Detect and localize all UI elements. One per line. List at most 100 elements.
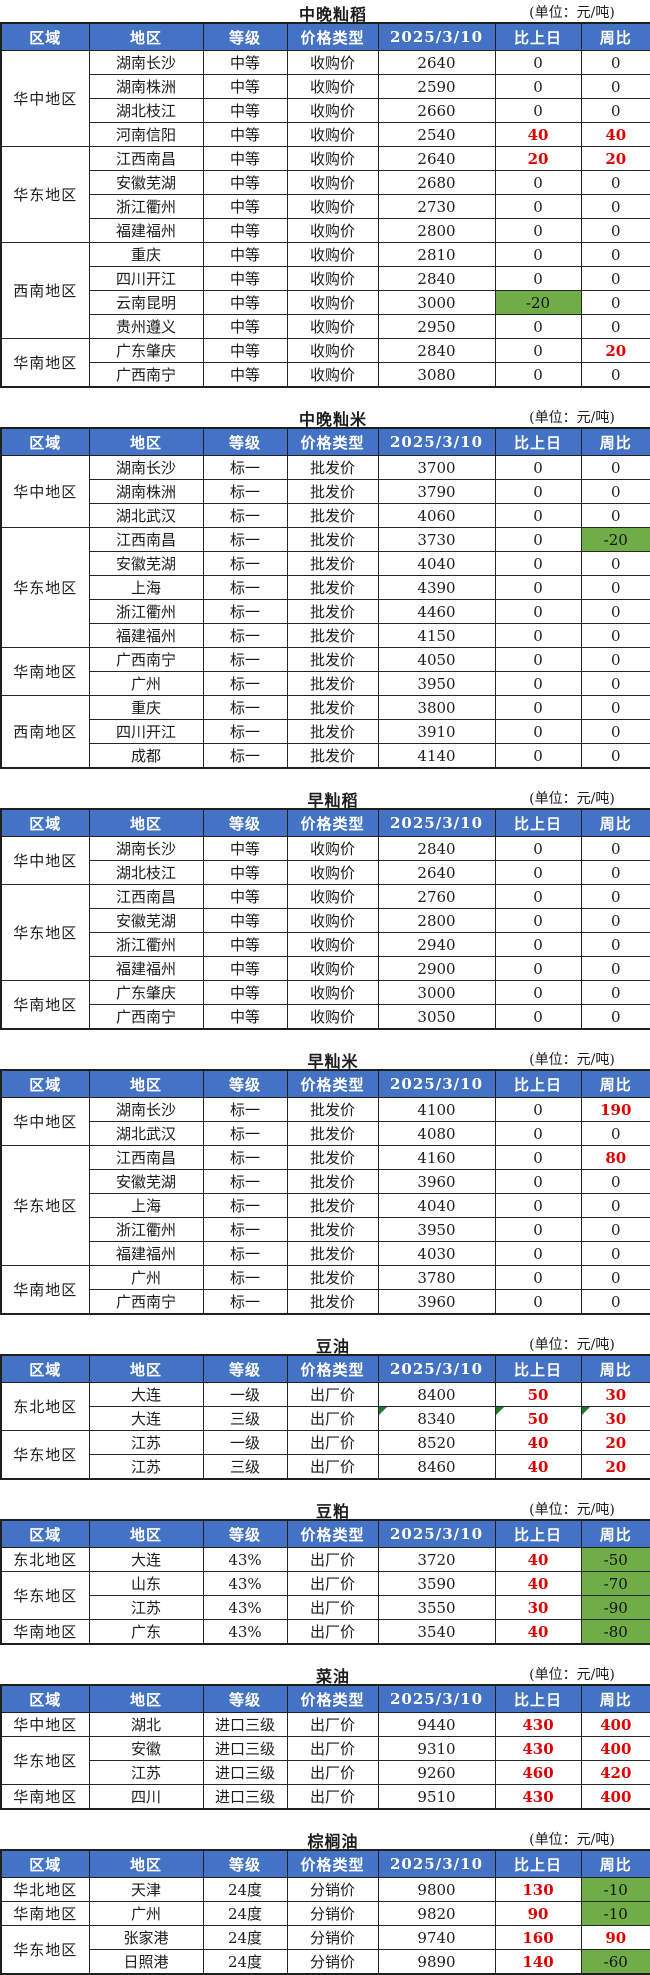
- region-cell: 华中地区: [0, 455, 90, 528]
- grade-cell: 43%: [202, 1547, 288, 1572]
- col-header-date: 2025/3/10: [377, 808, 496, 837]
- table-title-row: 棕榈油 (单位：元/吨): [0, 1827, 650, 1851]
- area-cell: 江苏: [88, 1760, 204, 1785]
- grade-cell: 标一: [202, 479, 288, 504]
- area-cell: 广东肇庆: [88, 980, 204, 1005]
- table-row: 日照港 24度 分销价 9890 140 -60: [1, 1949, 650, 1975]
- price-type-cell: 收购价: [286, 50, 379, 75]
- header-row: 区域 地区 等级 价格类型 2025/3/10 比上日 周比: [0, 808, 650, 837]
- col-header-date: 2025/3/10: [377, 1069, 496, 1098]
- price-type-cell: 批发价: [286, 1217, 379, 1242]
- week-change-cell: 0: [580, 242, 650, 267]
- grade-cell: 中等: [202, 314, 288, 339]
- region-cell: 东北地区: [0, 1382, 90, 1431]
- col-header-region: 区域: [0, 1069, 90, 1098]
- price-cell: 2640: [377, 50, 496, 75]
- grade-cell: 标一: [202, 527, 288, 552]
- price-type-cell: 批发价: [286, 695, 379, 720]
- week-change-cell: 0: [580, 266, 650, 291]
- day-change-cell: 0: [494, 1121, 582, 1146]
- table-row: 湖北武汉 标一 批发价 4060 0 0: [1, 503, 650, 528]
- price-type-cell: 收购价: [286, 290, 379, 315]
- region-cell: 华东地区: [0, 1571, 90, 1620]
- day-change-cell: 0: [494, 623, 582, 648]
- week-change-cell: 0: [580, 1169, 650, 1194]
- week-change-cell: -20: [580, 527, 650, 552]
- day-change-cell: 0: [494, 98, 582, 123]
- price-table-block: 中晚籼稻 (单位：元/吨) 区域 地区 等级 价格类型 2025/3/10 比上日 周比 华中地区…: [0, 0, 650, 388]
- region-cell: 华东地区: [0, 1736, 90, 1785]
- week-change-cell: 0: [580, 671, 650, 696]
- grade-cell: 中等: [202, 932, 288, 957]
- table-title-row: 中晚籼稻 (单位：元/吨): [0, 0, 650, 24]
- col-header-region: 区域: [0, 808, 90, 837]
- table-gap: [0, 1480, 650, 1497]
- grade-cell: 标一: [202, 719, 288, 744]
- col-header-price-type: 价格类型: [286, 808, 379, 837]
- grade-cell: 进口三级: [202, 1784, 288, 1810]
- col-header-grade: 等级: [202, 1354, 288, 1383]
- table-row: 安徽芜湖 中等 收购价 2680 0 0: [1, 170, 650, 195]
- col-header-date: 2025/3/10: [377, 22, 496, 51]
- price-table-block: 中晚籼米 (单位：元/吨) 区域 地区 等级 价格类型 2025/3/10 比上日 周比 华中地区…: [0, 405, 650, 769]
- area-cell: 江苏: [88, 1430, 204, 1455]
- col-header-day-change: 比上日: [494, 427, 582, 456]
- day-change-cell: 430: [494, 1736, 582, 1761]
- grade-cell: 中等: [202, 122, 288, 147]
- day-change-cell: 0: [494, 719, 582, 744]
- price-table: 区域 地区 等级 价格类型 2025/3/10 比上日 周比 华中地区 湖南长沙 标一 批发价 370…: [0, 427, 650, 769]
- table-title: 早籼稻: [307, 791, 359, 810]
- week-change-cell: 0: [580, 170, 650, 195]
- price-type-cell: 出厂价: [286, 1784, 379, 1810]
- day-change-cell: 90: [494, 1901, 582, 1926]
- table-row: 安徽芜湖 标一 批发价 3960 0 0: [1, 1169, 650, 1194]
- week-change-cell: 20: [580, 338, 650, 363]
- area-cell: 重庆: [88, 242, 204, 267]
- week-change-cell: 0: [580, 74, 650, 99]
- table-row: 安徽芜湖 中等 收购价 2800 0 0: [1, 908, 650, 933]
- col-header-week-change: 周比: [580, 1849, 650, 1878]
- week-change-cell: 0: [580, 1193, 650, 1218]
- table-title: 豆油: [315, 1337, 351, 1356]
- price-type-cell: 批发价: [286, 527, 379, 552]
- day-change-cell: 0: [494, 1145, 582, 1170]
- week-change-cell: 0: [580, 956, 650, 981]
- col-header-day-change: 比上日: [494, 1519, 582, 1548]
- price-type-cell: 批发价: [286, 1241, 379, 1266]
- table-title-row: 早籼米 (单位：元/吨): [0, 1047, 650, 1071]
- price-type-cell: 收购价: [286, 314, 379, 339]
- price-type-cell: 收购价: [286, 122, 379, 147]
- week-change-cell: -10: [580, 1901, 650, 1926]
- area-cell: 大连: [88, 1547, 204, 1572]
- grade-cell: 中等: [202, 338, 288, 363]
- area-cell: 福建福州: [88, 218, 204, 243]
- day-change-cell: 40: [494, 1571, 582, 1596]
- price-cell: 2950: [377, 314, 496, 339]
- grade-cell: 24度: [202, 1901, 288, 1926]
- area-cell: 大连: [88, 1406, 204, 1431]
- day-change-cell: 50: [494, 1382, 582, 1407]
- price-type-cell: 批发价: [286, 743, 379, 769]
- table-row: 华东地区 江西南昌 中等 收购价 2760 0 0: [0, 884, 650, 981]
- area-cell: 上海: [88, 575, 204, 600]
- price-cell: 3550: [377, 1595, 496, 1620]
- unit-label: (单位：元/吨): [529, 1832, 615, 1848]
- price-cell: 9890: [377, 1949, 496, 1975]
- price-type-cell: 收购价: [286, 860, 379, 885]
- day-change-cell: 0: [494, 479, 582, 504]
- table-row: 华南地区 广西南宁 标一 批发价 4050 0 0: [0, 647, 650, 696]
- grade-cell: 中等: [202, 146, 288, 171]
- grade-cell: 标一: [202, 647, 288, 672]
- col-header-area: 地区: [88, 427, 204, 456]
- area-cell: 湖北: [88, 1712, 204, 1737]
- price-cell: 9820: [377, 1901, 496, 1926]
- table-row: 华东地区 江西南昌 中等 收购价 2640 20 20: [0, 146, 650, 243]
- area-cell: 湖北枝江: [88, 860, 204, 885]
- week-change-cell: 400: [580, 1784, 650, 1810]
- col-header-area: 地区: [88, 1684, 204, 1713]
- table-row: 广州 标一 批发价 3950 0 0: [1, 671, 650, 696]
- col-header-week-change: 周比: [580, 1684, 650, 1713]
- day-change-cell: 30: [494, 1595, 582, 1620]
- area-cell: 广西南宁: [88, 362, 204, 388]
